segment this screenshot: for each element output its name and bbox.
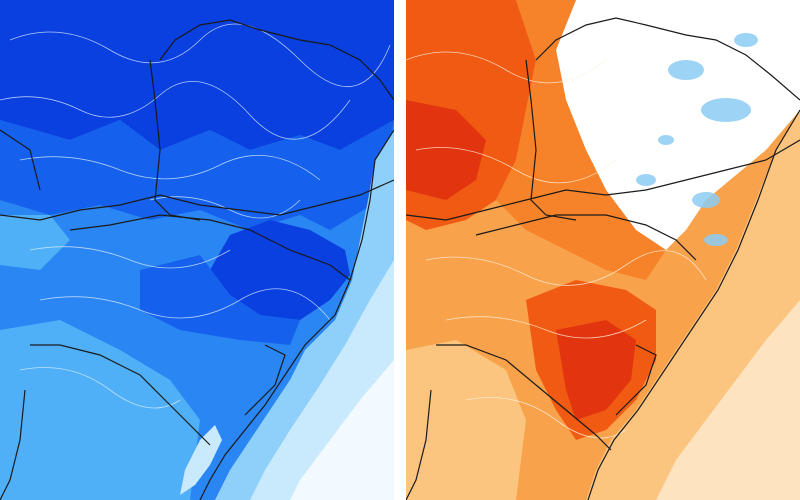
cold-contours	[0, 23, 391, 409]
cold-river-border	[149, 59, 201, 221]
cold-ocean-nearwhite	[290, 360, 394, 500]
warm-southwest	[406, 340, 526, 500]
warm-pale-northeast	[556, 0, 800, 250]
cold-state-line-north	[159, 19, 394, 101]
cold-lagoon	[180, 425, 222, 495]
warm-map-svg	[406, 0, 800, 500]
warm-borders	[406, 17, 800, 500]
warm-contours	[406, 51, 707, 439]
warm-mid-band	[496, 0, 666, 280]
warm-border-southwest	[406, 389, 432, 500]
cold-light-west	[0, 215, 70, 270]
warm-hot-west-core	[406, 100, 486, 200]
cold-border-southwest	[0, 389, 26, 500]
cold-strong-south	[140, 255, 300, 345]
warm-state-line-north	[535, 17, 800, 101]
cold-state-line-mid	[0, 179, 394, 221]
cold-state-line-south	[69, 214, 351, 281]
panel-divider	[394, 0, 406, 500]
cold-map-svg	[0, 0, 394, 500]
cold-deep-top	[0, 0, 394, 150]
warm-hot-south-core	[556, 320, 636, 420]
cold-deep-core	[210, 220, 350, 320]
warm-coastline	[587, 109, 800, 500]
cold-border-west	[0, 129, 41, 191]
warm-ocean-faint	[656, 300, 800, 500]
warm-state-line-mid	[406, 139, 800, 221]
cold-country-border	[30, 344, 211, 446]
warm-blue-speckles	[636, 33, 758, 246]
cold-temperature-map	[0, 0, 394, 500]
warm-state-line-south	[475, 214, 697, 261]
warm-country-border	[436, 344, 612, 451]
cold-lagoon-outline	[244, 344, 286, 416]
cold-borders	[0, 19, 394, 500]
warm-lagoon-outline	[615, 344, 657, 416]
cold-light-southwest	[0, 320, 200, 500]
cold-strong-band	[0, 120, 394, 230]
cold-coastline	[199, 129, 394, 500]
warm-temperature-map	[406, 0, 800, 500]
